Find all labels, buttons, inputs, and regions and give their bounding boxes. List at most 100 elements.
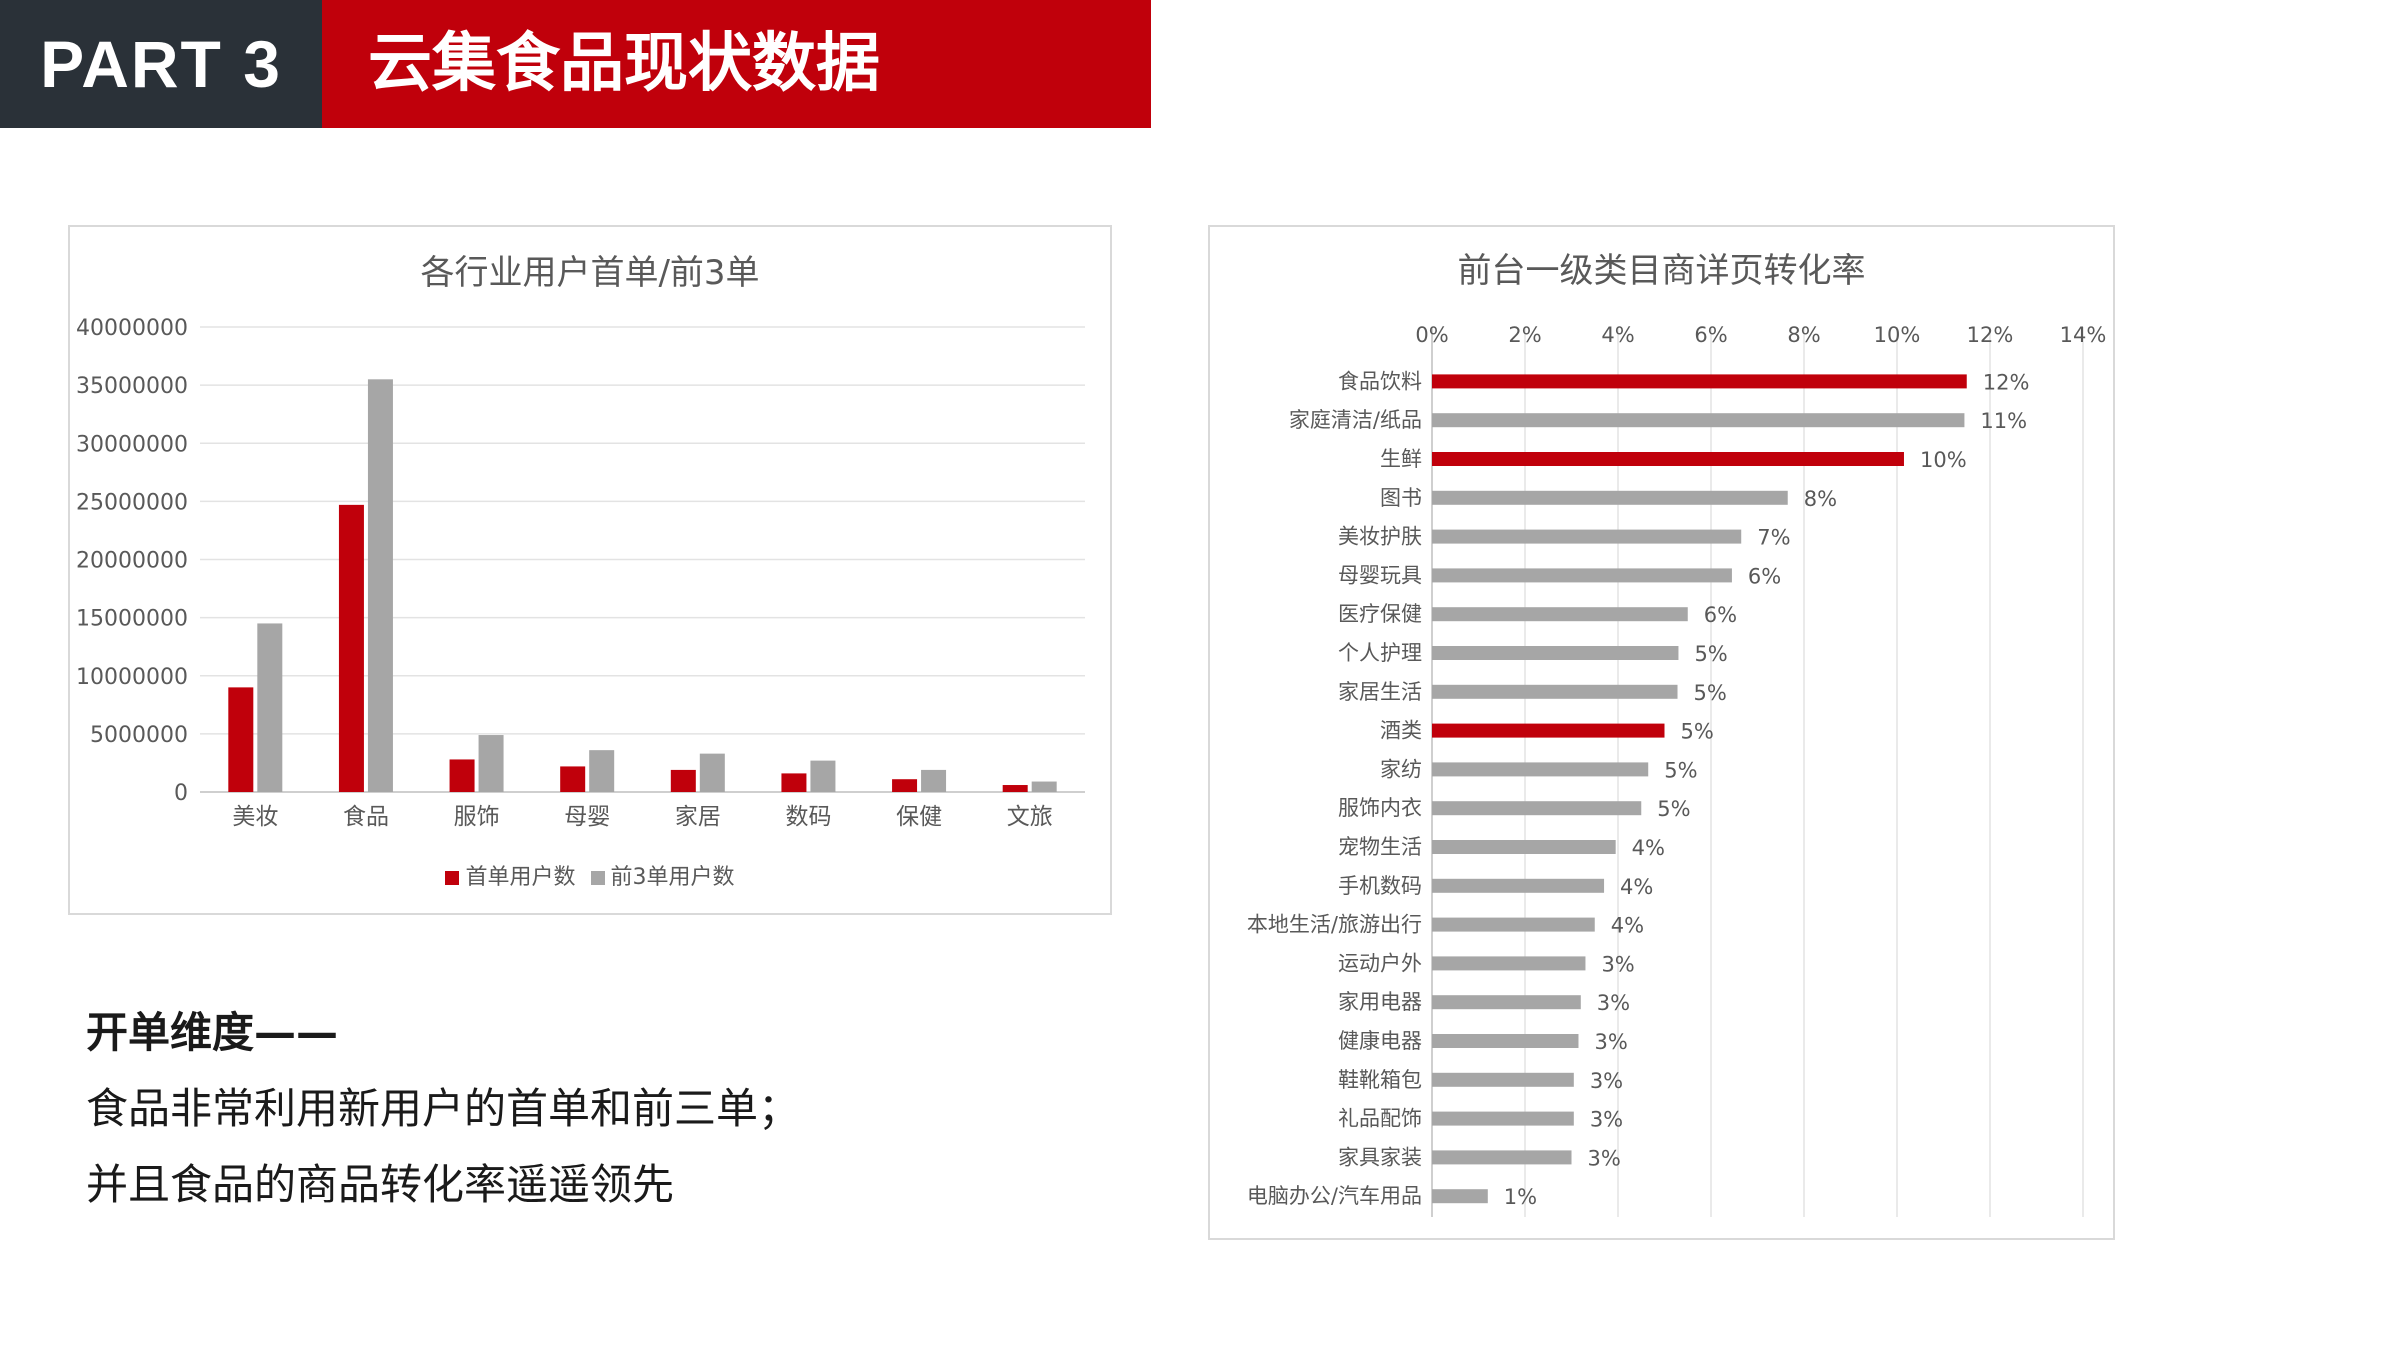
- bar: [1432, 1189, 1488, 1204]
- bar: [1432, 956, 1586, 971]
- x-tick-label: 美妆: [232, 804, 278, 830]
- y-tick-label: 35000000: [76, 374, 188, 399]
- bar-first-three: [1031, 781, 1057, 792]
- bar: [1432, 413, 1965, 428]
- bar-chart: 0 5000000 10000000 15000000 20000000 25000000…: [76, 316, 1085, 830]
- x-tick-label: 4%: [1601, 323, 1634, 347]
- part-label: PART 3: [0, 0, 322, 128]
- x-tick-label: 10%: [1874, 323, 1921, 347]
- data-label: 3%: [1601, 952, 1634, 976]
- category-label: 电脑办公/汽车用品: [1247, 1184, 1422, 1208]
- data-label: 11%: [1980, 409, 2027, 433]
- bar: [1432, 1111, 1574, 1126]
- bar: [1432, 568, 1732, 583]
- y-tick-label: 25000000: [76, 490, 188, 515]
- y-tick-label: 20000000: [76, 549, 188, 574]
- y-tick-label: 15000000: [76, 607, 188, 632]
- data-label: 4%: [1611, 914, 1644, 938]
- bar-highlight: [1432, 374, 1967, 389]
- data-label: 6%: [1748, 564, 1781, 588]
- x-tick-label: 12%: [1967, 323, 2014, 347]
- y-tick-label: 30000000: [76, 432, 188, 457]
- note-line-2: 并且食品的商品转化率遥遥领先: [86, 1160, 675, 1209]
- bar-chart-legend: 首单用户数 前3单用户数: [70, 859, 1110, 891]
- data-label: 5%: [1664, 758, 1697, 782]
- bar-first-order: [1002, 785, 1028, 792]
- category-label: 运动户外: [1338, 951, 1422, 975]
- bar: [1432, 917, 1595, 932]
- bar-first-order: [560, 766, 586, 792]
- bar: [1432, 646, 1679, 660]
- data-label: 5%: [1657, 797, 1690, 821]
- data-label: 4%: [1620, 875, 1653, 899]
- x-tick-label: 0%: [1415, 323, 1448, 347]
- y-tick-label: 10000000: [76, 665, 188, 690]
- bar-first-three: [921, 769, 947, 792]
- bar-highlight: [1432, 723, 1665, 738]
- x-tick-label: 保健: [896, 804, 942, 830]
- x-tick-label: 文旅: [1007, 804, 1053, 830]
- data-label: 3%: [1590, 1069, 1623, 1093]
- bar-chart-panel: 各行业用户首单/前3单 0 5000000 10000000 15000000 2000…: [68, 225, 1112, 915]
- x-tick-label: 6%: [1694, 323, 1727, 347]
- x-tick-label: 食品: [343, 804, 389, 830]
- category-label: 家具家装: [1338, 1145, 1422, 1169]
- y-tick-label: 5000000: [90, 723, 188, 748]
- bar: [1432, 684, 1678, 699]
- x-tick-label: 2%: [1508, 323, 1541, 347]
- data-label: 8%: [1804, 487, 1837, 511]
- category-label: 生鲜: [1380, 447, 1422, 471]
- bar: [1432, 762, 1649, 777]
- x-tick-label: 数码: [785, 804, 831, 830]
- x-tick-label: 服饰: [454, 804, 500, 830]
- bar-highlight: [1432, 452, 1904, 466]
- page-title: 云集食品现状数据: [322, 0, 1151, 128]
- x-tick-label: 母婴: [564, 804, 610, 830]
- note-title: 开单维度——: [86, 1008, 339, 1057]
- data-label: 3%: [1597, 991, 1630, 1015]
- category-label: 家纺: [1380, 757, 1422, 781]
- legend-label: 前3单用户数: [610, 865, 735, 890]
- bar: [1432, 1034, 1579, 1048]
- bar: [1432, 878, 1605, 893]
- data-label: 4%: [1632, 836, 1665, 860]
- bar-first-order: [892, 779, 918, 792]
- category-label: 家居生活: [1338, 680, 1422, 704]
- bar-first-three: [699, 753, 725, 792]
- bar-first-three: [810, 760, 836, 792]
- data-label: 12%: [1983, 370, 2030, 394]
- x-tick-label: 8%: [1787, 323, 1820, 347]
- data-label: 1%: [1504, 1185, 1537, 1209]
- bar-chart-title: 各行业用户首单/前3单: [420, 253, 760, 293]
- category-label: 家庭清洁/纸品: [1289, 408, 1422, 432]
- x-tick-label: 家居: [675, 804, 721, 830]
- category-label: 服饰内衣: [1338, 796, 1422, 820]
- category-label: 礼品配饰: [1338, 1107, 1422, 1131]
- bar: [1432, 607, 1688, 622]
- bar: [1432, 995, 1581, 1010]
- bar-first-order: [449, 759, 475, 792]
- bar: [1432, 529, 1742, 544]
- legend-item-first-order: 首单用户数: [445, 865, 576, 890]
- conversion-chart: 0% 2% 4% 6% 8% 10% 12% 14% 食品饮料 12% 家庭清洁/纸品 11% 生鲜 10…: [1247, 323, 2106, 1217]
- data-label: 5%: [1694, 681, 1727, 705]
- data-label: 3%: [1594, 1030, 1627, 1054]
- bar-first-three: [367, 379, 393, 792]
- legend-swatch-gray: [590, 871, 605, 885]
- summary-note: 开单维度—— 食品非常利用新用户的首单和前三单； 并且食品的商品转化率遥遥领先: [86, 995, 1186, 1223]
- y-tick-label: 40000000: [76, 316, 188, 341]
- bar-first-order: [338, 504, 364, 792]
- bar-first-three: [257, 623, 283, 792]
- category-label: 鞋靴箱包: [1338, 1068, 1422, 1092]
- note-line-1: 食品非常利用新用户的首单和前三单；: [86, 1084, 801, 1133]
- category-label: 图书: [1380, 486, 1422, 510]
- data-label: 7%: [1757, 526, 1790, 550]
- category-label: 宠物生活: [1338, 835, 1422, 859]
- category-label: 母婴玩具: [1338, 563, 1422, 587]
- legend-label: 首单用户数: [465, 865, 576, 890]
- category-label: 医疗保健: [1338, 602, 1422, 626]
- bar-first-order: [670, 769, 696, 792]
- bar: [1432, 1072, 1574, 1087]
- bar-first-order: [781, 773, 807, 792]
- data-label: 5%: [1694, 642, 1727, 666]
